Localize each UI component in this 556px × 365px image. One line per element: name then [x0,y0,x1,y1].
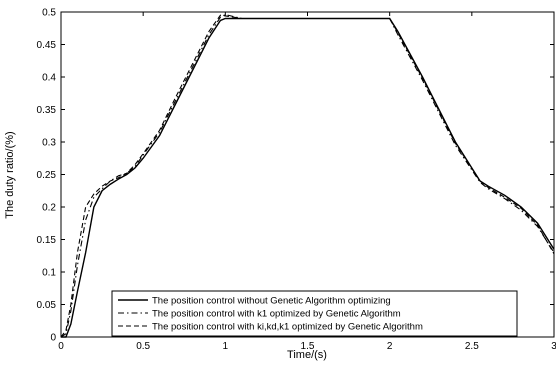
x-tick-label: 2.5 [465,341,479,352]
x-axis-title: Time/(s) [287,349,327,361]
y-tick-label: 0.4 [42,73,56,84]
legend-label: The position control without Genetic Alg… [152,296,391,307]
y-tick-label: 0.25 [37,170,57,181]
legend-label: The position control with k1 optimized b… [152,309,401,320]
axis-ticks: 0 0.5 1 1.5 2 2.5 3 0 0.05 0.1 0.15 0.2 0.25 0.3 0.35 0… [37,8,556,353]
y-tick-label: 0.15 [37,235,57,246]
x-tick-label: 1.5 [301,341,315,352]
x-tick-label: 1 [223,341,229,352]
y-tick-label: 0.05 [37,300,57,311]
series-line-3 [60,14,555,338]
y-tick-label: 0.35 [37,105,57,116]
legend-label: The position control with ki,kd,k1 optim… [152,322,423,333]
y-tick-label: 0 [50,333,56,344]
plot-area [60,11,555,338]
x-tick-label: 3 [551,341,556,352]
series-layer [60,14,555,338]
x-tick-label: 0.5 [136,341,150,352]
legend: The position control without Genetic Alg… [111,290,518,337]
y-axis-title: The duty ratio/(%) [4,131,16,218]
x-tick-label: 2 [387,341,393,352]
y-tick-label: 0.3 [42,138,56,149]
y-tick-label: 0.1 [42,268,56,279]
legend-box [111,290,518,337]
y-tick-label: 0.5 [42,8,56,19]
y-tick-label: 0.45 [37,40,57,51]
y-tick-label: 0.2 [42,203,56,214]
x-tick-label: 0 [58,341,64,352]
